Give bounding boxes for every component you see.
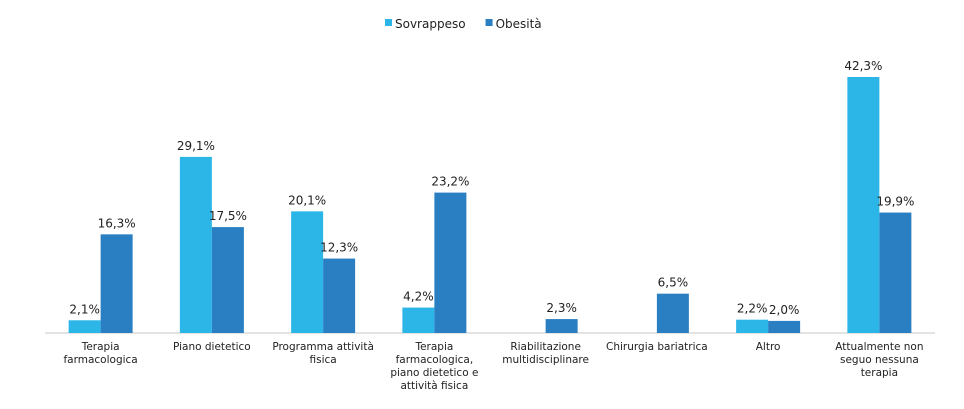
data-label: 16,3% [98,216,136,230]
x-tick-label: Altro [755,341,781,353]
bar [879,212,912,333]
data-label: 2,0% [769,303,800,317]
legend-swatch [485,19,493,26]
data-label: 6,5% [658,276,689,290]
bar [179,156,212,333]
x-tick-label: Attualmente non seguo nessuna terapia [835,341,924,379]
legend-label: Obesità [496,17,542,31]
data-label: 19,9% [876,195,914,209]
data-label: 42,3% [844,59,882,73]
data-label: 29,1% [177,139,215,153]
x-tick-label: Terapia farmacologica, piano dietetico e… [390,341,479,392]
bar [434,192,467,333]
data-label: 23,2% [431,175,469,189]
bar [291,211,324,333]
bar [211,227,244,333]
x-tick-label: Terapia farmacologica [63,341,138,366]
bar [768,320,801,333]
data-label: 20,1% [288,193,326,207]
data-label: 2,2% [737,302,768,316]
bar [100,234,133,333]
bar [402,307,435,333]
data-label: 12,3% [320,241,358,255]
data-label: 2,3% [546,301,577,315]
x-tick-label: Riabilitazione multidisciplinare [502,341,589,366]
bar [736,319,769,333]
bar [323,258,356,333]
bar [545,319,578,333]
bar [847,77,880,333]
x-tick-label: Piano dietetico [173,341,251,353]
data-label: 17,5% [209,209,247,223]
x-tick-label: Programma attività fisica [272,341,374,366]
bar [68,320,101,333]
legend-label: Sovrappeso [395,17,466,31]
data-label: 4,2% [403,290,434,304]
x-tick-label: Chirurgia bariatrica [606,341,708,353]
bar [656,293,689,333]
legend-swatch [385,19,392,26]
data-label: 2,1% [69,302,100,316]
